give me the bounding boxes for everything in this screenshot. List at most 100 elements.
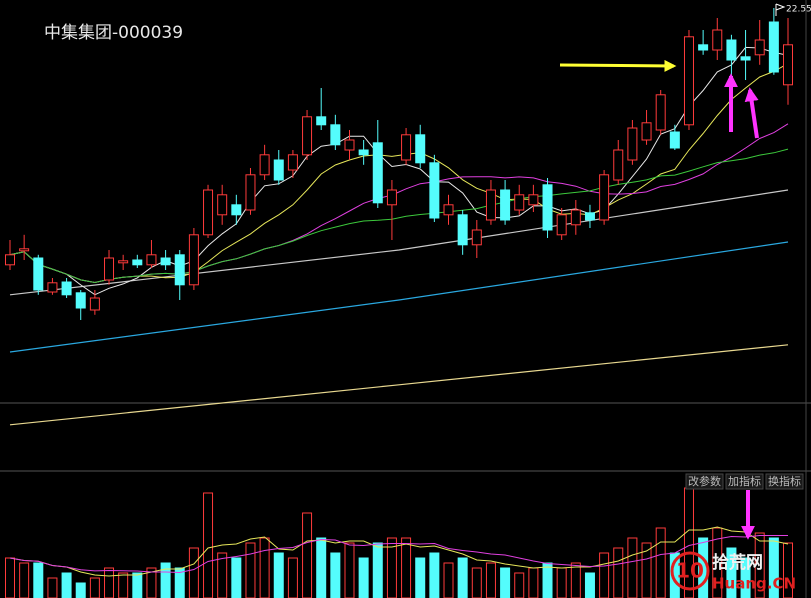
candle-body [203, 189, 214, 236]
volume-bar [5, 557, 15, 598]
candle-body [570, 209, 581, 226]
candle-body [132, 259, 143, 266]
candle-body [500, 189, 511, 221]
candle-body [245, 174, 256, 211]
button-box[interactable] [685, 473, 724, 490]
volume-bar [104, 567, 115, 598]
volume-bar [726, 547, 737, 598]
indicator-button[interactable]: 换指标 [765, 473, 804, 490]
candle-body [372, 142, 383, 204]
candle-body [740, 56, 751, 61]
volume-bar [655, 527, 666, 598]
button-label[interactable]: 加指标 [728, 474, 761, 488]
volume-bar [599, 552, 610, 598]
chart-title: 中集集团-000039 [44, 23, 183, 43]
candle-body [485, 189, 496, 221]
volume-bar [372, 542, 383, 598]
volume-bar [259, 537, 270, 598]
volume-average [9, 535, 788, 574]
candle-body [641, 122, 652, 141]
volume-bar [514, 572, 525, 598]
candle-body [75, 292, 86, 309]
button-label[interactable]: 换指标 [768, 474, 801, 488]
volume-bar [245, 542, 256, 598]
candle-body [754, 39, 765, 56]
candle-body [726, 39, 737, 61]
volume-bar [33, 562, 44, 598]
candle-body [287, 154, 298, 171]
candle-body [528, 194, 539, 206]
volume-bar [61, 572, 72, 598]
volume-bar [203, 492, 214, 598]
candle-body [556, 214, 567, 236]
indicator-button[interactable]: 加指标 [725, 473, 764, 490]
candle-body [174, 254, 185, 286]
volume-bar [160, 562, 171, 598]
volume-bar [556, 567, 567, 598]
candle-body [443, 204, 454, 216]
trend-line [9, 344, 789, 426]
candle-body [89, 297, 100, 311]
candle-body [415, 134, 426, 164]
volume-bar [75, 582, 86, 598]
candle-body [514, 194, 525, 211]
volume-bar [754, 532, 765, 598]
candle-body [47, 282, 58, 293]
candle-body [104, 257, 115, 281]
moving-average [9, 148, 789, 284]
volume-bar [287, 557, 298, 598]
watermark-site: Huang.CN [712, 575, 796, 593]
annotation-arrow [559, 59, 677, 72]
candle-body [471, 229, 482, 246]
indicator-button[interactable]: 改参数 [685, 473, 724, 490]
volume-bar [118, 572, 129, 598]
candle-body [584, 212, 595, 221]
volume-bar [500, 567, 511, 598]
candle-body [429, 162, 440, 219]
candle-body [698, 44, 709, 51]
volume-bar [273, 552, 284, 598]
volume-bar [712, 527, 723, 598]
high-flag [775, 3, 786, 11]
candle-body [231, 204, 242, 216]
volume-bar [316, 537, 327, 598]
candle-body [457, 214, 468, 246]
volume-bar [641, 542, 652, 598]
volume-bar [132, 572, 143, 598]
volume-bar [89, 577, 100, 598]
volume-bar [358, 557, 369, 598]
candle-body [542, 184, 553, 231]
candle-body [316, 116, 327, 126]
volume-bar [613, 547, 624, 598]
candle-body [599, 174, 610, 221]
candle-body [401, 134, 412, 161]
volume-bar [386, 537, 397, 598]
watermark: 10 拾荒网 Huang.CN [670, 551, 796, 593]
candle-body [302, 116, 313, 156]
candle-body [344, 139, 355, 151]
candle-body [259, 154, 270, 176]
watermark-logo-ring [670, 551, 710, 591]
button-box[interactable] [725, 473, 764, 490]
trend-line [9, 189, 789, 296]
watermark-logo: 10 [676, 559, 704, 583]
volume-bar [330, 552, 341, 598]
candle-body [5, 254, 15, 266]
button-label[interactable]: 改参数 [688, 474, 721, 488]
volume-average [9, 526, 789, 577]
volume-bar [783, 542, 793, 598]
candle-body [146, 254, 157, 266]
candle-body [669, 131, 680, 149]
candle-body [330, 124, 341, 146]
volume-bar [429, 552, 440, 598]
volume-bar [528, 567, 539, 598]
candle-body [358, 149, 369, 156]
volume-bar [415, 557, 426, 598]
volume-bar [768, 537, 779, 598]
candle-body [613, 149, 624, 181]
button-box[interactable] [765, 473, 804, 490]
volume-bar [627, 537, 638, 598]
volume-bar [217, 552, 228, 598]
